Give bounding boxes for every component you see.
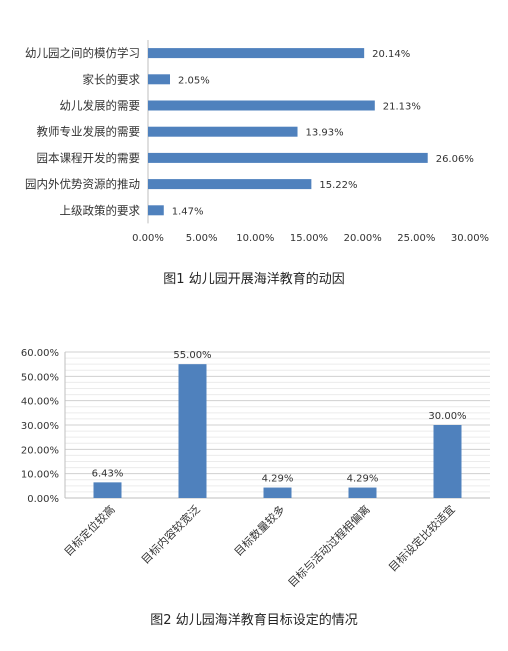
y-tick-label-2: 20.00% <box>21 445 59 456</box>
chart-1-motivation: 幼儿园之间的模仿学习 20.14% 家长的要求 2.05% 幼儿发展的需要 21.13% 教… <box>25 40 489 244</box>
chart-2-caption: 图2 幼儿园海洋教育目标设定的情况 <box>150 613 358 628</box>
data-label-0: 20.14% <box>372 49 410 60</box>
category-label-2: 幼儿发展的需要 <box>60 99 141 113</box>
category-label-3: 目标与活动过程相偏离 <box>285 502 373 590</box>
bar-2 <box>263 487 292 498</box>
bar-6 <box>148 205 164 216</box>
y-tick-label-4: 40.00% <box>21 397 59 408</box>
data-label-5: 15.22% <box>319 180 357 191</box>
x-tick-label-4: 20.00% <box>344 233 382 244</box>
data-label-3: 4.29% <box>347 474 379 485</box>
bar-3 <box>148 126 298 137</box>
data-label-4: 26.06% <box>436 154 474 165</box>
category-label-3: 教师专业发展的需要 <box>37 125 141 139</box>
bar-3 <box>348 487 377 498</box>
category-label-4: 目标设定比较适宜 <box>385 502 457 574</box>
data-label-1: 55.00% <box>173 350 211 361</box>
x-tick-label-3: 15.00% <box>290 233 328 244</box>
data-label-2: 4.29% <box>262 474 294 485</box>
chart-1-caption: 图1 幼儿园开展海洋教育的动因 <box>163 272 345 287</box>
x-tick-label-0: 0.00% <box>132 233 164 244</box>
bar-4 <box>433 425 462 498</box>
bar-1 <box>178 364 207 498</box>
bar-0 <box>148 48 365 59</box>
bar-2 <box>148 100 375 111</box>
category-label-5: 园内外优势资源的推动 <box>25 177 140 191</box>
category-label-1: 家长的要求 <box>83 72 141 86</box>
data-label-4: 30.00% <box>428 411 466 422</box>
y-tick-label-5: 50.00% <box>21 372 59 383</box>
bar-1 <box>148 74 171 85</box>
y-tick-label-3: 30.00% <box>21 421 59 432</box>
data-label-1: 2.05% <box>178 75 210 86</box>
data-label-3: 13.93% <box>306 128 344 139</box>
category-label-4: 园本课程开发的需要 <box>37 151 141 165</box>
x-tick-label-5: 25.00% <box>397 233 435 244</box>
x-tick-label-1: 5.00% <box>186 233 218 244</box>
category-label-6: 上级政策的要求 <box>60 203 141 217</box>
data-label-6: 1.47% <box>172 206 204 217</box>
data-label-2: 21.13% <box>383 102 421 113</box>
category-label-0: 目标定位较高 <box>61 502 118 559</box>
category-label-1: 目标内容较宽泛 <box>138 502 202 566</box>
y-tick-label-1: 10.00% <box>21 470 59 481</box>
x-tick-label-6: 30.00% <box>451 233 489 244</box>
y-tick-label-0: 0.00% <box>27 494 59 505</box>
data-label-0: 6.43% <box>92 468 124 479</box>
bar-0 <box>93 482 122 498</box>
bar-5 <box>148 179 312 190</box>
category-label-2: 目标数量较多 <box>231 502 288 559</box>
category-label-0: 幼儿园之间的模仿学习 <box>25 46 140 60</box>
y-tick-label-6: 60.00% <box>21 348 59 359</box>
bar-4 <box>148 152 428 163</box>
x-tick-label-2: 10.00% <box>236 233 274 244</box>
